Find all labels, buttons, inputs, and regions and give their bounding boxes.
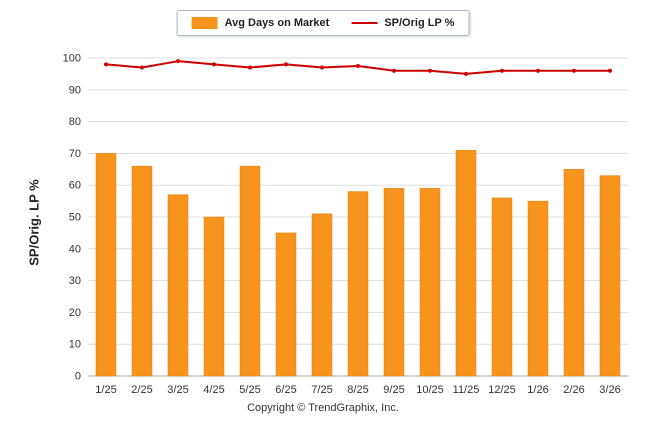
y-tick-label: 90 (69, 84, 81, 96)
x-tick-label-2/26: 2/26 (563, 384, 584, 396)
x-tick-label-12/25: 12/25 (488, 384, 516, 396)
line-marker-3/25 (176, 59, 180, 64)
line-marker-2/26 (572, 68, 576, 73)
bar-7/25 (311, 213, 333, 377)
chart-legend: Avg Days on Market SP/Orig LP % (176, 10, 470, 36)
y-tick-label: 0 (75, 371, 81, 383)
bar-10/25 (419, 188, 441, 377)
y-tick-label: 70 (69, 148, 81, 160)
bar-swatch-icon (191, 17, 218, 29)
line-marker-10/25 (428, 68, 432, 73)
bar-3/25 (167, 194, 189, 377)
x-tick-label-1/25: 1/25 (95, 384, 116, 396)
x-tick-label-1/26: 1/26 (527, 384, 548, 396)
line-marker-6/25 (284, 62, 288, 67)
line-marker-12/25 (500, 68, 504, 73)
bar-2/25 (131, 165, 153, 377)
legend-item-avg-days-on-market: Avg Days on Market (191, 17, 330, 29)
copyright-text: Copyright © TrendGraphix, Inc. (247, 402, 399, 414)
x-tick-label-5/25: 5/25 (239, 384, 260, 396)
y-tick-label: 60 (69, 180, 81, 192)
bar-4/25 (203, 216, 225, 377)
x-tick-label-10/25: 10/25 (416, 384, 444, 396)
x-tick-label-8/25: 8/25 (347, 384, 368, 396)
line-marker-5/25 (248, 65, 252, 70)
line-marker-7/25 (320, 65, 324, 70)
x-tick-label-9/25: 9/25 (383, 384, 404, 396)
y-tick-label: 80 (69, 116, 81, 128)
x-tick-label-3/26: 3/26 (599, 384, 620, 396)
bar-1/26 (527, 200, 549, 377)
bar-12/25 (491, 197, 513, 377)
x-tick-label-4/25: 4/25 (203, 384, 224, 396)
legend-label-sp-orig-lp: SP/Orig LP % (384, 17, 455, 29)
y-tick-label: 50 (69, 212, 81, 224)
x-tick-label-6/25: 6/25 (275, 384, 296, 396)
line-marker-3/26 (608, 68, 612, 73)
y-tick-label: 10 (69, 339, 81, 351)
line-marker-8/25 (356, 63, 360, 68)
bar-8/25 (347, 191, 369, 377)
line-marker-1/25 (104, 62, 108, 67)
line-marker-9/25 (392, 68, 396, 73)
y-axis-title: SP/Orig. LP % (26, 179, 42, 266)
bar-6/25 (275, 232, 297, 377)
y-tick-label: 40 (69, 243, 81, 255)
bar-11/25 (455, 149, 477, 377)
line-marker-1/26 (536, 68, 540, 73)
x-tick-label-2/25: 2/25 (131, 384, 152, 396)
bar-3/26 (599, 175, 621, 377)
bar-2/26 (563, 169, 585, 377)
line-swatch-icon (351, 22, 378, 24)
x-tick-label-7/25: 7/25 (311, 384, 332, 396)
line-marker-4/25 (212, 62, 216, 67)
x-tick-label-3/25: 3/25 (167, 384, 188, 396)
line-marker-11/25 (464, 71, 468, 76)
bar-5/25 (239, 165, 261, 377)
y-tick-label: 100 (63, 53, 81, 65)
bar-1/25 (95, 153, 117, 377)
y-tick-label: 20 (69, 307, 81, 319)
legend-label-avg-days-on-market: Avg Days on Market (224, 17, 330, 29)
y-tick-label: 30 (69, 275, 81, 287)
legend-item-sp-orig-lp: SP/Orig LP % (351, 17, 454, 29)
x-tick-label-11/25: 11/25 (453, 384, 480, 396)
line-marker-2/25 (140, 65, 144, 70)
bar-9/25 (383, 188, 405, 377)
